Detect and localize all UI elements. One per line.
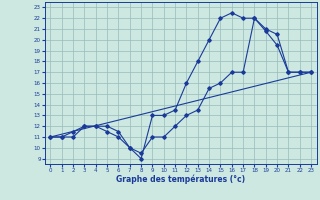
X-axis label: Graphe des températures (°c): Graphe des températures (°c) bbox=[116, 175, 245, 184]
